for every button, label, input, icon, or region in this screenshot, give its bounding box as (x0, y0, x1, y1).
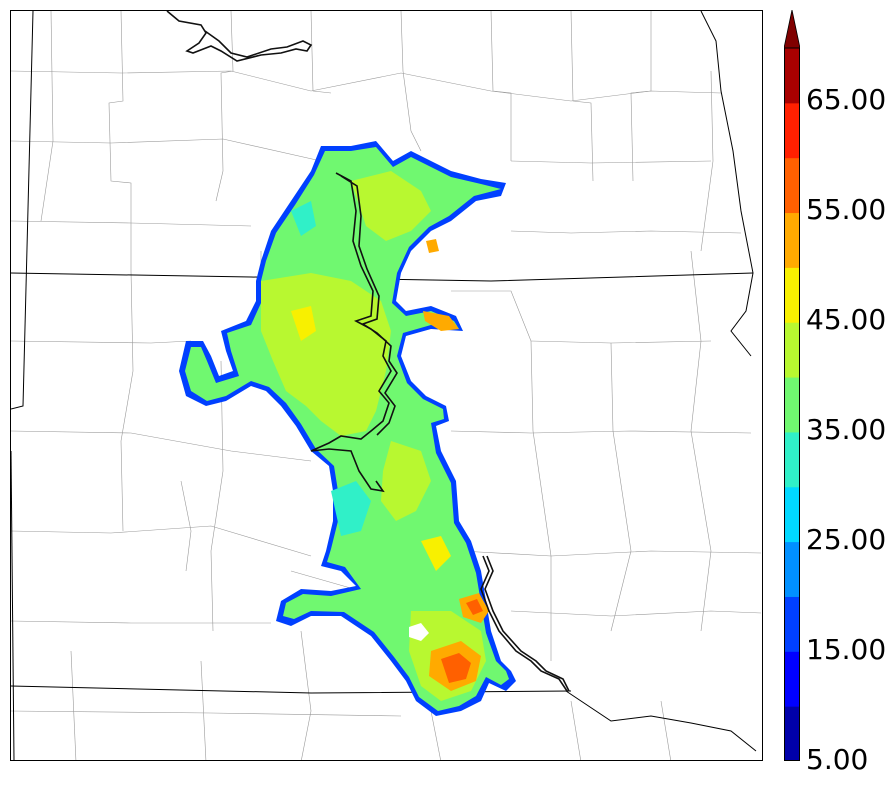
field-contours (179, 141, 516, 716)
state-line-east (700, 11, 754, 357)
map-canvas (11, 11, 762, 760)
colorbar-bin-35-40 (784, 377, 800, 433)
colorbar-bin-50-55 (784, 212, 800, 268)
colorbar (784, 10, 800, 761)
colorbar-bin-10-15 (784, 651, 800, 707)
field-region-red (441, 653, 471, 683)
colorbar-bin-45-50 (784, 267, 800, 323)
colorbar-label-45: 45.00 (806, 303, 887, 336)
field-region-yellowgreen-3 (381, 441, 431, 521)
field-region-yellowgreen-2 (351, 171, 431, 241)
colorbar-bin-55-60 (784, 157, 800, 214)
colorbar-label-55: 55.00 (806, 193, 887, 226)
colorbar-bin-40-45 (784, 322, 800, 378)
colorbar-label-15: 15.00 (806, 633, 887, 666)
field-region-orange-3 (423, 311, 459, 331)
river-lines (166, 11, 570, 692)
field-region-yellowgreen (261, 273, 391, 436)
state-line-west (11, 11, 34, 410)
field-region-yellow-2 (421, 536, 451, 571)
river-main (310, 172, 392, 493)
colorbar-label-35: 35.00 (806, 413, 887, 446)
river-main-b (340, 175, 398, 436)
field-region-yellow (291, 306, 316, 341)
colorbar-bin-15-20 (784, 596, 800, 652)
field-region-teal (331, 481, 371, 536)
field-region-orange-4 (426, 239, 439, 253)
river-southeast-b (484, 555, 570, 692)
colorbar-bin-30-35 (784, 431, 800, 488)
colorbar-label-25: 25.00 (806, 523, 887, 556)
colorbar-bin-5-10 (784, 706, 800, 761)
state-line-west-lower (11, 450, 15, 760)
colorbar-bin-60-65 (784, 102, 800, 159)
river-north (166, 11, 313, 62)
colorbar-bin-20-25 (784, 541, 800, 597)
colorbar-bin-25-30 (784, 486, 800, 543)
colorbar-frame (784, 47, 800, 761)
colorbar-label-65: 65.00 (806, 83, 887, 116)
river-southeast (480, 555, 568, 692)
state-line-southeast (565, 690, 757, 752)
colorbar-bin-65-70 (784, 48, 800, 104)
colorbar-label-5: 5.00 (806, 743, 869, 776)
map-panel (10, 10, 763, 761)
field-hole-white (409, 623, 429, 641)
colorbar-extend-arrow (784, 10, 800, 49)
field-region-red-2 (466, 599, 483, 615)
field-region-teal-2 (291, 201, 316, 236)
